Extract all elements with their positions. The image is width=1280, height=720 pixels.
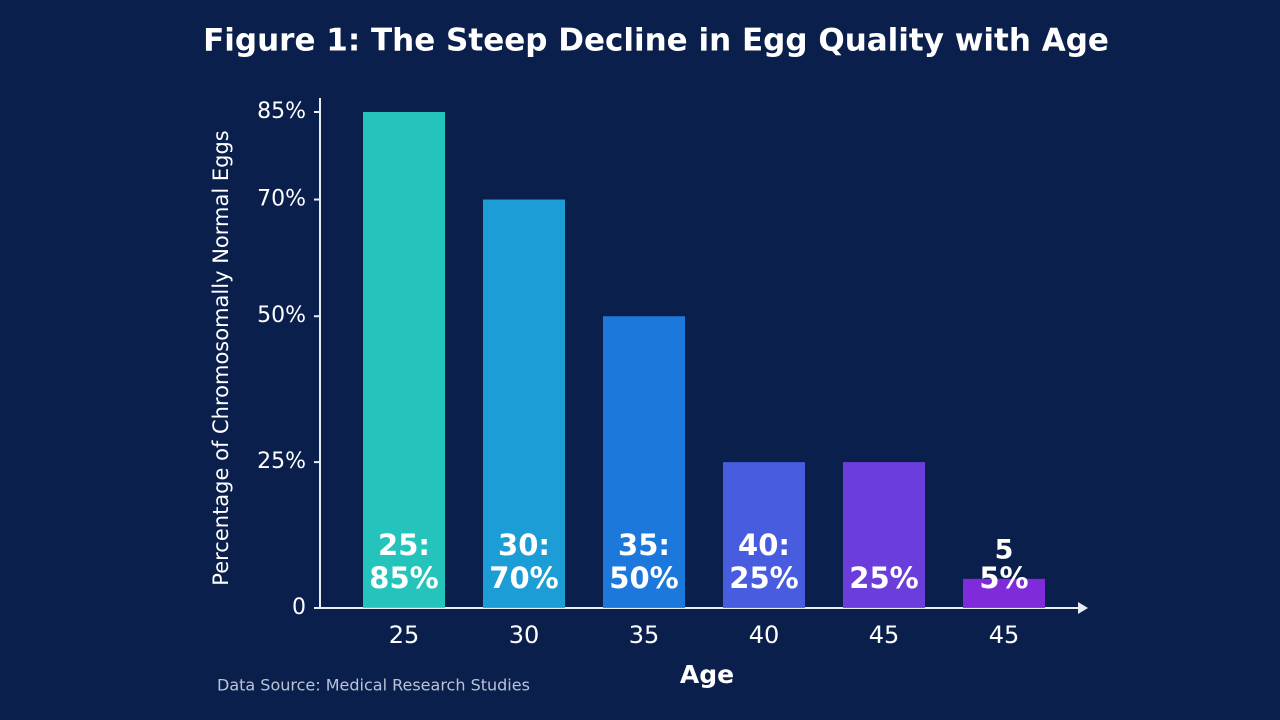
bar (363, 112, 445, 608)
x-tick-label: 45 (989, 621, 1020, 649)
bar (723, 462, 805, 608)
axis-arrow (1078, 602, 1088, 614)
bar (843, 462, 925, 608)
x-tick-label: 40 (749, 621, 780, 649)
x-tick-label: 25 (389, 621, 420, 649)
value-label: 40: 25% (729, 528, 799, 595)
y-tick-label: 0 (292, 595, 306, 620)
x-tick-label: 30 (509, 621, 540, 649)
y-axis-label: Percentage of Chromosomally Normal Eggs (209, 130, 233, 585)
annotation: 5 (995, 534, 1014, 565)
y-tick-label: 50% (257, 303, 306, 328)
y-tick-label: 85% (257, 99, 306, 124)
y-tick-label: 25% (257, 449, 306, 474)
value-label: 25: 85% (369, 528, 439, 595)
x-tick-label: 45 (869, 621, 900, 649)
x-tick-label: 35 (629, 621, 660, 649)
chart-title: Figure 1: The Steep Decline in Egg Quali… (203, 23, 1109, 59)
value-label: 25% (849, 561, 919, 595)
value-label: 5% (979, 561, 1029, 595)
value-label: 30: 70% (489, 528, 559, 595)
y-tick-label: 70% (257, 187, 306, 212)
x-axis-label: Age (680, 660, 734, 689)
source-note: Data Source: Medical Research Studies (217, 676, 530, 695)
bar (483, 199, 565, 608)
value-label: 35: 50% (609, 528, 679, 595)
bar (963, 578, 1045, 608)
bar (603, 316, 685, 608)
